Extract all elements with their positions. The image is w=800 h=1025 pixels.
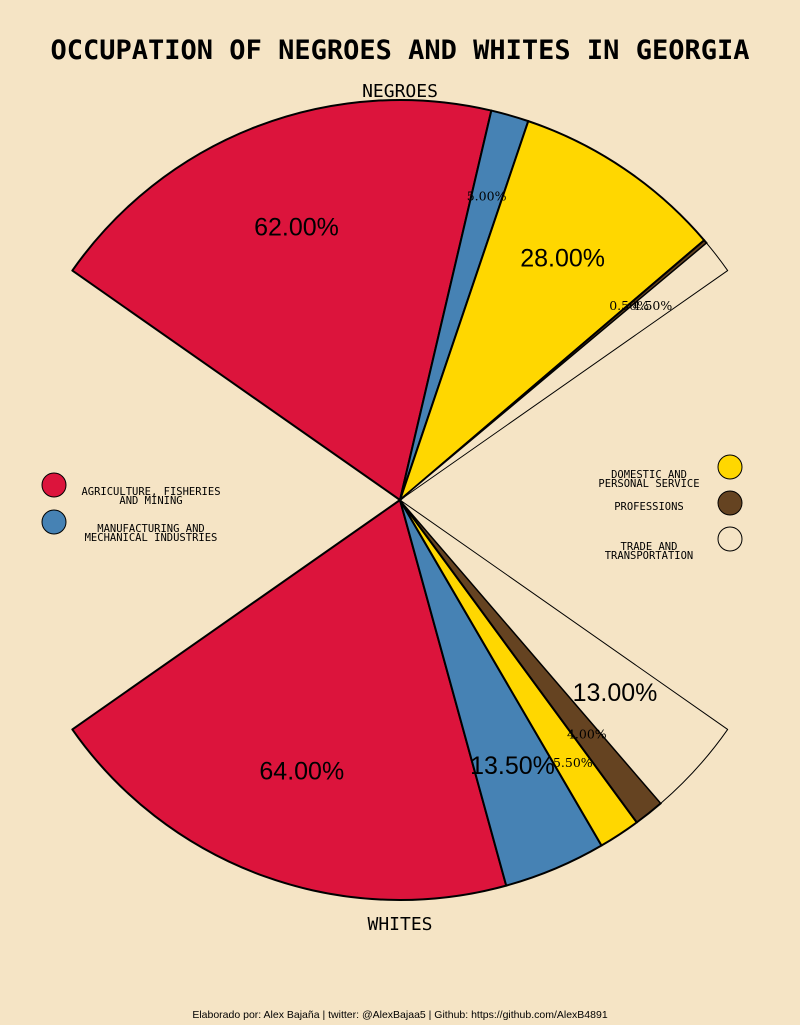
footer-credit: Elaborado por: Alex Bajaña | twitter: @A… <box>192 1009 608 1021</box>
legend-label-domestic-and-personal-service-line-1: PERSONAL SERVICE <box>598 478 699 490</box>
chart-title: OCCUPATION OF NEGROES AND WHITES IN GEOR… <box>51 35 750 66</box>
legend-label-manufacturing-and-mechanical-industries-line-1: MECHANICAL INDUSTRIES <box>85 532 218 544</box>
legend-swatch-trade-and-transportation <box>717 526 743 552</box>
legend-label-domestic-and-personal-service-line-0: DOMESTIC AND <box>611 469 687 481</box>
group-label-negroes: NEGROES <box>362 81 438 102</box>
label-negroes-domestic-and-personal-service: 28.00% <box>520 245 605 273</box>
legend-label-professions-line-0: PROFESSIONS <box>614 501 684 513</box>
legend-swatch-domestic-and-personal-service <box>717 454 743 480</box>
legend-label-trade-and-transportation-line-1: TRANSPORTATION <box>605 550 694 562</box>
legend-label-trade-and-transportation-line-0: TRADE AND <box>621 541 678 553</box>
legend-swatch-manufacturing-and-mechanical-industries <box>41 509 67 535</box>
group-label-whites: WHITES <box>367 914 432 935</box>
slice-negroes-agriculture-fisheries-and-mining <box>71 99 493 501</box>
label-negroes-manufacturing-and-mechanical-industries: 5.00% <box>467 189 507 204</box>
label-negroes-professions: 0.50% <box>609 298 649 313</box>
label-negroes-trade-and-transportation: 4.50% <box>633 298 673 313</box>
pie-slices <box>71 99 729 901</box>
label-negroes-agriculture-fisheries-and-mining: 62.00% <box>254 214 339 242</box>
legend-label-agriculture-fisheries-and-mining-line-1: AND MINING <box>119 495 182 507</box>
slice-whites-trade-and-transportation <box>399 499 729 804</box>
label-whites-domestic-and-personal-service: 5.50% <box>553 755 593 770</box>
legend-swatch-professions <box>717 490 743 516</box>
label-whites-professions: 4.00% <box>567 726 607 741</box>
slice-negroes-trade-and-transportation <box>399 242 729 501</box>
label-whites-manufacturing-and-mechanical-industries: 13.50% <box>470 752 555 780</box>
label-whites-trade-and-transportation: 13.00% <box>573 679 658 707</box>
slice-whites-agriculture-fisheries-and-mining <box>71 499 508 901</box>
slice-labels: 62.00% 5.00% 28.00% 0.50%4.50% 64.00% 13.50%5… <box>254 189 672 786</box>
label-whites-agriculture-fisheries-and-mining: 64.00% <box>259 758 344 786</box>
legend-label-manufacturing-and-mechanical-industries-line-0: MANUFACTURING AND <box>97 523 204 535</box>
legend-label-agriculture-fisheries-and-mining-line-0: AGRICULTURE, FISHERIES <box>81 486 220 498</box>
slice-negroes-domestic-and-personal-service <box>399 120 706 501</box>
legend-swatch-agriculture-fisheries-and-mining <box>41 472 67 498</box>
